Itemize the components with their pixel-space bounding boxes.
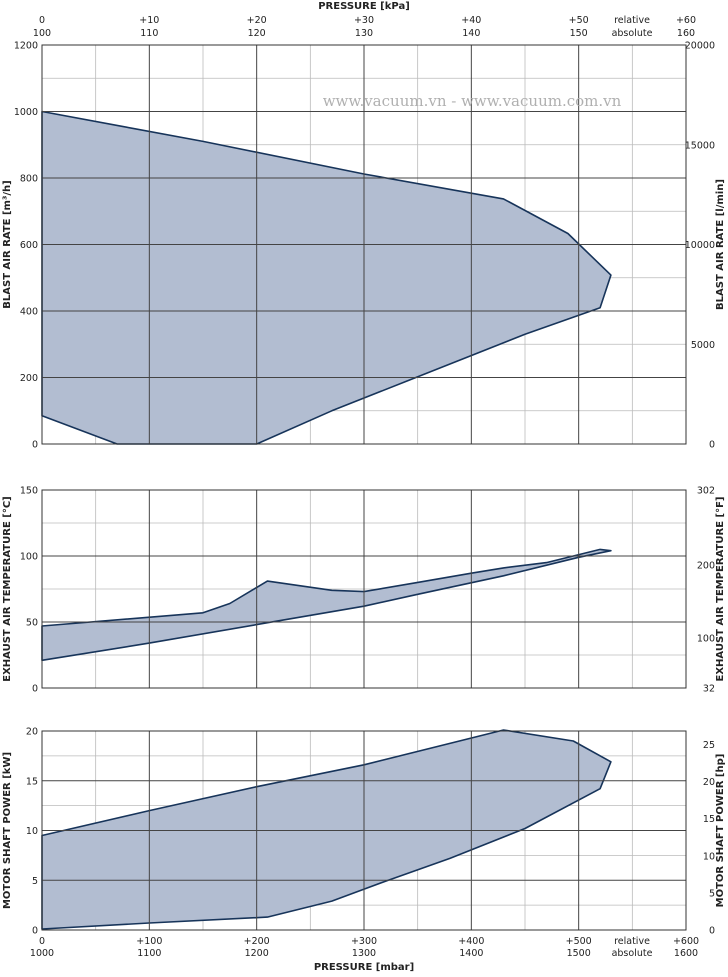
- blast-ytick-label: 0: [32, 440, 38, 451]
- temperature-y2tick-label: 200: [697, 560, 715, 571]
- bottom-axis-title: PRESSURE [mbar]: [314, 962, 414, 972]
- power-ylabel: MOTOR SHAFT POWER [kW]: [2, 752, 13, 909]
- top-axis-relative-label: relative: [614, 15, 650, 26]
- top-axis-absolute-end-tick: 160: [677, 28, 695, 39]
- blast-ylabel: BLAST AIR RATE [m³/h]: [2, 180, 13, 308]
- top-axis-relative-tick: 0: [39, 15, 45, 26]
- blast-operating-area: [41, 110, 612, 445]
- temperature-frame: [41, 489, 687, 689]
- power-y2tick-label: 10: [703, 851, 715, 862]
- temperature-ytick-label: 50: [26, 618, 38, 629]
- blast-ytick-label: 400: [20, 307, 38, 318]
- blast-y2tick-label: 20000: [685, 41, 715, 52]
- power-ytick-label: 10: [26, 826, 38, 837]
- bottom-axis-absolute-tick: 1000: [30, 948, 54, 959]
- power-y2tick-label: 20: [703, 777, 715, 788]
- bottom-axis-relative-tick: +300: [351, 936, 377, 947]
- bottom-axis-absolute-tick: 1400: [459, 948, 483, 959]
- blast-y2tick-label: 10000: [685, 240, 715, 251]
- top-axis-absolute-tick: 140: [462, 28, 480, 39]
- bottom-axis-relative-tick: 0: [39, 936, 45, 947]
- top-axis-relative-tick: +40: [461, 15, 481, 26]
- blast-y2label: BLAST AIR RATE [l/min]: [715, 179, 726, 310]
- power-y2tick-label: 25: [703, 740, 715, 751]
- temperature-ylabel: EXHAUST AIR TEMPERATURE [°C]: [2, 496, 13, 681]
- bottom-axis-absolute-label: absolute: [612, 948, 653, 959]
- blast-y2tick-label: 15000: [685, 140, 715, 151]
- watermark-text: www.vacuum.vn - www.vacuum.com.vn: [323, 92, 622, 110]
- temperature-ytick-label: 100: [20, 552, 38, 563]
- top-axis-absolute-tick: 110: [140, 28, 158, 39]
- blast-ytick-label: 200: [20, 373, 38, 384]
- bottom-axis-relative-tick: +400: [458, 936, 484, 947]
- bottom-axis-relative-tick: +200: [244, 936, 270, 947]
- bottom-axis-relative-tick: +100: [136, 936, 162, 947]
- blast-ytick-label: 1200: [14, 41, 38, 52]
- blast-ytick-label: 600: [20, 240, 38, 251]
- top-axis-relative-end-tick: +60: [676, 15, 696, 26]
- top-axis-title: PRESSURE [kPa]: [318, 1, 410, 12]
- bottom-axis-relative-label: relative: [614, 936, 650, 947]
- power-ytick-label: 0: [32, 926, 38, 937]
- bottom-axis-absolute-tick: 1500: [567, 948, 591, 959]
- power-y2tick-label: 15: [703, 814, 715, 825]
- temperature-ytick-label: 150: [20, 486, 38, 497]
- temperature-operating-area: [41, 548, 612, 662]
- blast-panel: 0 200 400 600 800 1000 1200 0 5000 10000 15000 2000…: [2, 41, 726, 451]
- top-axis-relative-tick: +10: [139, 15, 159, 26]
- bottom-axis-absolute-end-tick: 1600: [674, 948, 698, 959]
- temperature-ytick-label: 0: [32, 684, 38, 695]
- bottom-axis-relative-tick: +500: [566, 936, 592, 947]
- temperature-y2tick-label: 100: [697, 634, 715, 645]
- top-axis-absolute-tick: 100: [33, 28, 51, 39]
- temperature-y2tick-label: 302: [697, 486, 715, 497]
- power-ytick-label: 15: [26, 776, 38, 787]
- power-y2tick-label: 5: [709, 888, 715, 899]
- power-ytick-label: 5: [32, 876, 38, 887]
- power-panel: 0 5 10 15 20 0 5 10 15 20 25 MOTOR SHAFT POWER [kW]…: [2, 727, 726, 937]
- blast-y2tick-label: 0: [709, 440, 715, 451]
- top-axis-relative-tick: +20: [247, 15, 267, 26]
- blast-frame: [41, 44, 687, 445]
- blast-y2tick-label: 5000: [691, 340, 715, 351]
- top-axis-absolute-label: absolute: [612, 28, 653, 39]
- top-axis-relative-tick: +30: [354, 15, 374, 26]
- top-axis-absolute-tick: 130: [355, 28, 373, 39]
- bottom-axis-absolute-tick: 1200: [245, 948, 269, 959]
- power-y2tick-label: 0: [709, 926, 715, 937]
- blast-ytick-label: 800: [20, 174, 38, 185]
- top-axis-relative-tick: +50: [569, 15, 589, 26]
- temperature-y2tick-label: 32: [703, 684, 715, 695]
- power-operating-area: [41, 729, 612, 930]
- power-y2label: MOTOR SHAFT POWER [hp]: [715, 754, 726, 908]
- bottom-axis-relative-end-tick: +600: [673, 936, 699, 947]
- top-axis-absolute-tick: 120: [248, 28, 266, 39]
- bottom-axis-absolute-tick: 1300: [352, 948, 376, 959]
- top-axis-absolute-tick: 150: [570, 28, 588, 39]
- blast-ytick-label: 1000: [14, 107, 38, 118]
- temperature-y2label: EXHAUST AIR TEMPERATURE [°F]: [715, 497, 726, 682]
- bottom-axis-absolute-tick: 1100: [137, 948, 161, 959]
- power-frame: [41, 730, 687, 931]
- power-ytick-label: 20: [26, 727, 38, 738]
